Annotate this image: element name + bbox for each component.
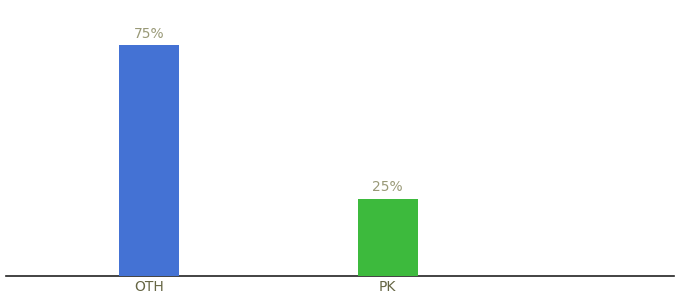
Bar: [358, 199, 418, 276]
Text: 75%: 75%: [133, 27, 164, 41]
Text: 25%: 25%: [373, 180, 403, 194]
Bar: [119, 45, 179, 276]
